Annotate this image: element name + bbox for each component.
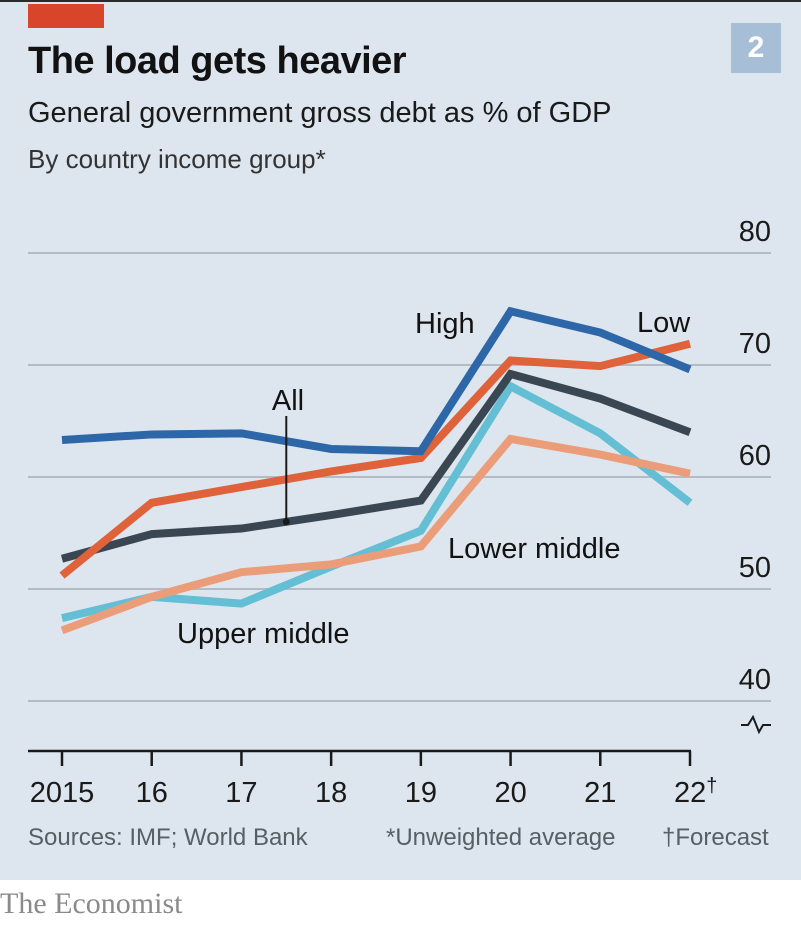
y-axis-labels: 40 50 60 70 80: [739, 216, 771, 696]
series-label-lower-middle: Lower middle: [448, 533, 620, 565]
x-tick-label: 16: [136, 777, 168, 809]
series-label-high: High: [415, 308, 475, 340]
series-line-lower-middle: [60, 434, 691, 635]
x-axis: 2015 16 17 18 19 20 21 22†: [28, 749, 717, 809]
y-tick-label: 40: [739, 664, 771, 696]
forecast-note: †Forecast: [662, 824, 769, 851]
x-tick-label: 2015: [30, 777, 95, 809]
series-line-high: [61, 306, 692, 456]
y-tick-label: 50: [739, 552, 771, 584]
series-label-all: All: [272, 385, 304, 417]
x-tick-label: 19: [405, 777, 437, 809]
series-line-all: [60, 369, 692, 563]
y-tick-label: 70: [739, 328, 771, 360]
line-chart: 40 50 60 70 80 2015 16 17 18 19 20 21 22† High Low Al…: [28, 216, 771, 809]
series-lines: [59, 306, 693, 635]
y-tick-label: 80: [739, 216, 771, 248]
axis-break-icon: [741, 714, 771, 735]
all-pointer-dot: [282, 518, 290, 526]
chart-title: The load gets heavier: [28, 40, 407, 82]
economist-brand: The Economist: [0, 887, 183, 920]
chart-number-badge: 2: [731, 23, 781, 73]
unweighted-note: *Unweighted average: [386, 824, 616, 851]
x-tick-label: 18: [315, 777, 347, 809]
series-label-upper-middle: Upper middle: [177, 618, 349, 650]
series-line-low: [59, 339, 691, 579]
x-tick-label: 20: [494, 777, 526, 809]
x-tick-label: 21: [584, 777, 616, 809]
chart-subtitle: General government gross debt as % of GD…: [28, 97, 612, 129]
series-annotations: High Low All Upper middle Lower middle: [177, 307, 691, 650]
chart-subsubtitle: By country income group*: [28, 144, 326, 174]
y-tick-label: 60: [739, 440, 771, 472]
x-tick-label: 17: [225, 777, 257, 809]
economist-red-tab: [28, 4, 104, 28]
series-label-low: Low: [637, 307, 691, 339]
gridlines: [28, 252, 771, 702]
series-line-upper-middle: [61, 381, 693, 623]
sources-note: Sources: IMF; World Bank: [28, 824, 308, 851]
chart-panel: The load gets heavier General government…: [0, 0, 801, 880]
x-tick-label: 22†: [674, 775, 717, 809]
